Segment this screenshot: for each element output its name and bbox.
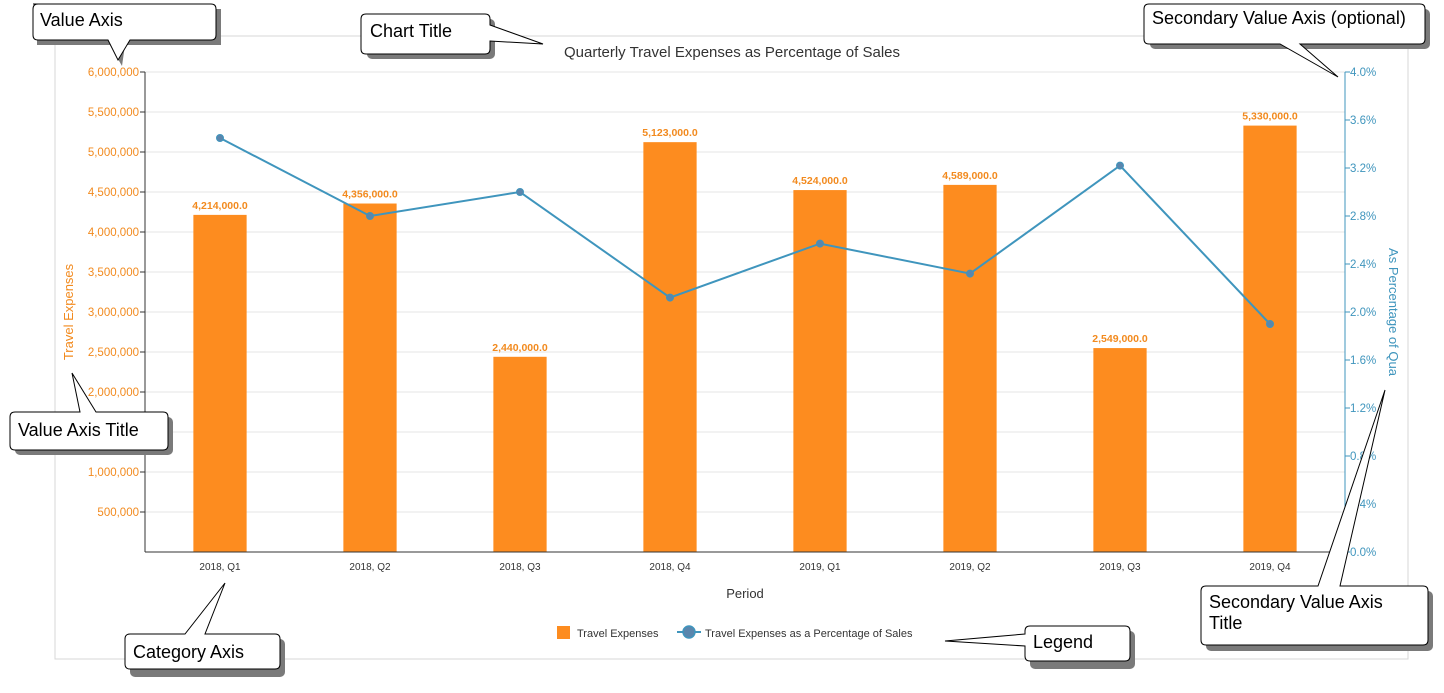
x-axis-title: Period [726,586,764,601]
y-tick-label: 3,000,000 [88,307,139,319]
callout-category-axis: Category Axis [124,582,285,677]
y2-tick-label: 1.6% [1350,355,1376,367]
line-point [1266,320,1274,328]
svg-text:Secondary Value Axis (optional: Secondary Value Axis (optional) [1152,8,1406,28]
bar-data-label: 4,524,000.0 [792,175,848,187]
bar [643,142,697,552]
bar [1093,348,1147,552]
y2-tick-label: 3.6% [1350,115,1376,127]
callout-value-axis-title: Value Axis Title [9,372,173,455]
bar-data-label: 5,123,000.0 [642,127,698,139]
svg-text:Value Axis Title: Value Axis Title [18,420,139,440]
y-axis-title: Travel Expenses [61,263,76,360]
y2-tick-label: 4.0% [1350,67,1376,79]
svg-text:Chart Title: Chart Title [370,21,452,41]
x-tick-label: 2018, Q3 [499,562,541,573]
y2-tick-label: 1.2% [1350,403,1376,415]
y2-tick-label: 2.8% [1350,211,1376,223]
data-labels: 4,214,000.0 4,356,000.0 2,440,000.0 5,123,0… [192,111,1298,354]
legend-marker-percentage [682,625,696,639]
line-series-percentage [216,134,1274,328]
line-point [966,269,974,278]
bar-data-label: 5,330,000.0 [1242,111,1298,123]
line-point [1116,161,1124,170]
x-tick-label: 2018, Q4 [649,562,691,573]
callout-legend: Legend [944,625,1135,669]
chart-title: Quarterly Travel Expenses as Percentage … [564,44,900,61]
y2-tick-label: 0.0% [1350,547,1376,559]
y-tick-label: 1,000,000 [88,467,139,479]
bar-data-label: 4,214,000.0 [192,200,248,212]
y2-axis-title: As Percentage of Qua [1386,248,1401,377]
bar [943,184,997,552]
legend-label-percentage: Travel Expenses as a Percentage of Sales [705,628,913,640]
bar-data-label: 4,589,000.0 [942,170,998,182]
y-tick-label: 6,000,000 [88,67,139,79]
bar [343,203,397,552]
y-tick-label: 5,500,000 [88,107,139,119]
y-tick-label: 3,500,000 [88,267,139,279]
line-point [666,293,674,302]
bar [1243,125,1297,552]
y2-tick-label: 2.0% [1350,307,1376,319]
bar-data-label: 2,549,000.0 [1092,333,1148,345]
callout-secondary-value-axis: Secondary Value Axis (optional) [1143,3,1430,78]
x-tick-label: 2019, Q1 [799,562,841,573]
callout-value-axis: Value Axis [32,3,221,66]
bar-data-label: 2,440,000.0 [492,342,548,354]
y2-tick-label: 2.4% [1350,259,1376,271]
callout-chart-title: Chart Title [360,13,544,59]
callout-secondary-value-axis-title: Secondary Value Axis Title [1200,389,1433,651]
bar [193,214,247,552]
line-point [366,212,374,220]
svg-text:Secondary Value Axis: Secondary Value Axis [1209,592,1383,612]
axis-ticks: 500,0001,000,0001,500,0002,000,0002,500,… [88,67,1376,573]
y-tick-label: 500,000 [97,507,139,519]
x-tick-label: 2018, Q2 [349,562,391,573]
legend-label-travel-expenses: Travel Expenses [577,628,659,640]
bar-series-travel-expenses [193,125,1297,552]
series-line [219,137,1271,325]
legend: Travel Expenses Travel Expenses as a Per… [557,625,913,640]
bar-data-label: 4,356,000.0 [342,189,398,201]
y-tick-label: 4,500,000 [88,187,139,199]
x-tick-label: 2019, Q2 [949,562,991,573]
bar [493,356,547,552]
line-point [816,239,824,248]
legend-swatch-travel-expenses [557,626,570,639]
y-tick-label: 5,000,000 [88,147,139,159]
x-tick-label: 2018, Q1 [199,562,241,573]
y-tick-label: 2,000,000 [88,387,139,399]
y-tick-label: 2,500,000 [88,347,139,359]
svg-text:Legend: Legend [1033,632,1093,652]
y2-tick-label: 3.2% [1350,163,1376,175]
svg-text:Value Axis: Value Axis [40,10,123,30]
y-tick-label: 4,000,000 [88,227,139,239]
svg-text:Title: Title [1209,613,1242,633]
line-point [516,188,524,196]
line-point [216,134,224,142]
svg-text:Category Axis: Category Axis [133,642,244,662]
x-tick-label: 2019, Q3 [1099,562,1141,573]
x-tick-label: 2019, Q4 [1249,562,1291,573]
chart-frame [54,35,1409,660]
